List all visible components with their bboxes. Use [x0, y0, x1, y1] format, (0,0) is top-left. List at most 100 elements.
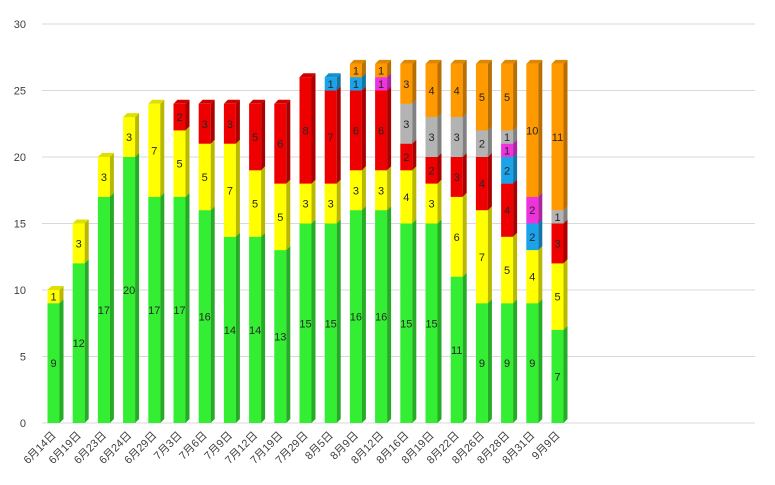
bar-segment [551, 59, 568, 211]
segment-value-label: 5 [277, 212, 283, 224]
segment-value-label: 20 [123, 285, 135, 297]
segment-value-label: 4 [529, 272, 535, 284]
segment-value-label: 3 [202, 119, 208, 131]
segment-value-label: 1 [504, 132, 510, 144]
bar-segment [173, 192, 190, 423]
bar-segment [425, 59, 442, 118]
segment-value-label: 1 [50, 292, 56, 304]
segment-value-label: 2 [529, 205, 535, 217]
segment-value-label: 17 [173, 305, 185, 317]
segment-value-label: 5 [176, 159, 182, 171]
bar-segment [97, 153, 114, 197]
segment-value-label: 8 [302, 125, 308, 137]
segment-value-label: 6 [277, 139, 283, 151]
segment-value-label: 6 [454, 232, 460, 244]
bar-segment [501, 59, 518, 131]
bar-segment [123, 153, 140, 423]
segment-value-label: 3 [328, 199, 334, 211]
bar-segment [274, 99, 291, 184]
bar-segment [475, 206, 492, 304]
bar-segment [72, 219, 89, 264]
y-axis-ticks: 0 5 10 15 20 25 30 [14, 19, 26, 430]
segment-value-label: 16 [375, 312, 387, 324]
segment-value-label: 1 [328, 79, 334, 91]
bar-segment [249, 99, 266, 171]
segment-value-label: 14 [249, 325, 261, 337]
segment-value-label: 3 [76, 238, 82, 250]
segment-value-label: 2 [428, 165, 434, 177]
segment-value-label: 14 [224, 325, 236, 337]
bar-segment [148, 99, 165, 197]
bar-segment [274, 246, 291, 423]
bar-segment [299, 219, 316, 423]
segment-value-label: 3 [378, 185, 384, 197]
segment-value-label: 6 [378, 125, 384, 137]
y-tick-label: 10 [14, 285, 26, 297]
segment-value-label: 3 [554, 238, 560, 250]
segment-value-label: 5 [504, 265, 510, 277]
segment-value-label: 4 [428, 86, 434, 98]
segment-value-label: 17 [148, 305, 160, 317]
bar-segment [123, 113, 140, 157]
bar-segment [450, 113, 467, 157]
segment-value-label: 3 [403, 79, 409, 91]
bar-segment [198, 139, 215, 211]
segment-value-label: 3 [126, 132, 132, 144]
segment-value-label: 9 [50, 358, 56, 370]
y-tick-label: 20 [14, 152, 26, 164]
bar-segment [324, 219, 341, 423]
segment-value-label: 1 [378, 66, 384, 78]
segment-value-label: 3 [428, 199, 434, 211]
segment-value-label: 5 [252, 199, 258, 211]
segment-value-label: 4 [454, 86, 460, 98]
segment-value-label: 7 [227, 185, 233, 197]
bar-segment [400, 59, 417, 104]
segment-value-label: 3 [403, 119, 409, 131]
segment-value-label: 2 [403, 152, 409, 164]
bar-segment [349, 59, 366, 78]
segment-value-label: 16 [350, 312, 362, 324]
segment-value-label: 4 [403, 192, 409, 204]
segment-value-label: 15 [325, 318, 337, 330]
y-tick-label: 25 [14, 86, 26, 98]
segment-value-label: 15 [425, 318, 437, 330]
bar-segment [223, 139, 240, 237]
segment-value-label: 1 [353, 79, 359, 91]
segment-value-label: 3 [302, 199, 308, 211]
y-tick-label: 30 [14, 19, 26, 31]
bar-segment [173, 126, 190, 197]
segment-value-label: 12 [73, 338, 85, 350]
segment-value-label: 11 [552, 132, 563, 144]
bar-segment [400, 139, 417, 171]
segment-value-label: 5 [479, 92, 485, 104]
segment-value-label: 7 [554, 371, 560, 383]
x-tick-label: 9月9日 [530, 430, 563, 463]
segment-value-label: 5 [554, 292, 560, 304]
segment-value-label: 1 [504, 145, 510, 157]
segment-labels: 9112317320317717521653147314551356153815… [50, 66, 563, 384]
x-axis-ticks: 6月14日6月19日6月23日6月24日6月29日7月3日7月6日7月9日7月1… [22, 430, 563, 467]
segment-value-label: 2 [529, 232, 535, 244]
y-tick-label: 0 [20, 418, 26, 430]
bar-segment [375, 166, 392, 211]
y-tick-label: 5 [20, 352, 26, 364]
segment-value-label: 3 [454, 172, 460, 184]
bar-segment [299, 73, 316, 184]
segment-value-label: 7 [328, 132, 334, 144]
segment-value-label: 11 [451, 345, 462, 357]
segment-value-label: 13 [274, 332, 286, 344]
segment-value-label: 1 [378, 79, 384, 91]
y-tick-label: 15 [14, 219, 26, 231]
bar-segment [551, 259, 568, 330]
segment-value-label: 3 [101, 172, 107, 184]
segment-value-label: 7 [151, 145, 157, 157]
segment-value-label: 16 [199, 312, 211, 324]
segment-value-label: 3 [227, 119, 233, 131]
segment-value-label: 2 [479, 139, 485, 151]
bar-segment [324, 73, 341, 91]
bar-segment [223, 232, 240, 423]
segment-value-label: 10 [526, 125, 538, 137]
bar-segment [450, 59, 467, 118]
segment-value-label: 17 [98, 305, 110, 317]
